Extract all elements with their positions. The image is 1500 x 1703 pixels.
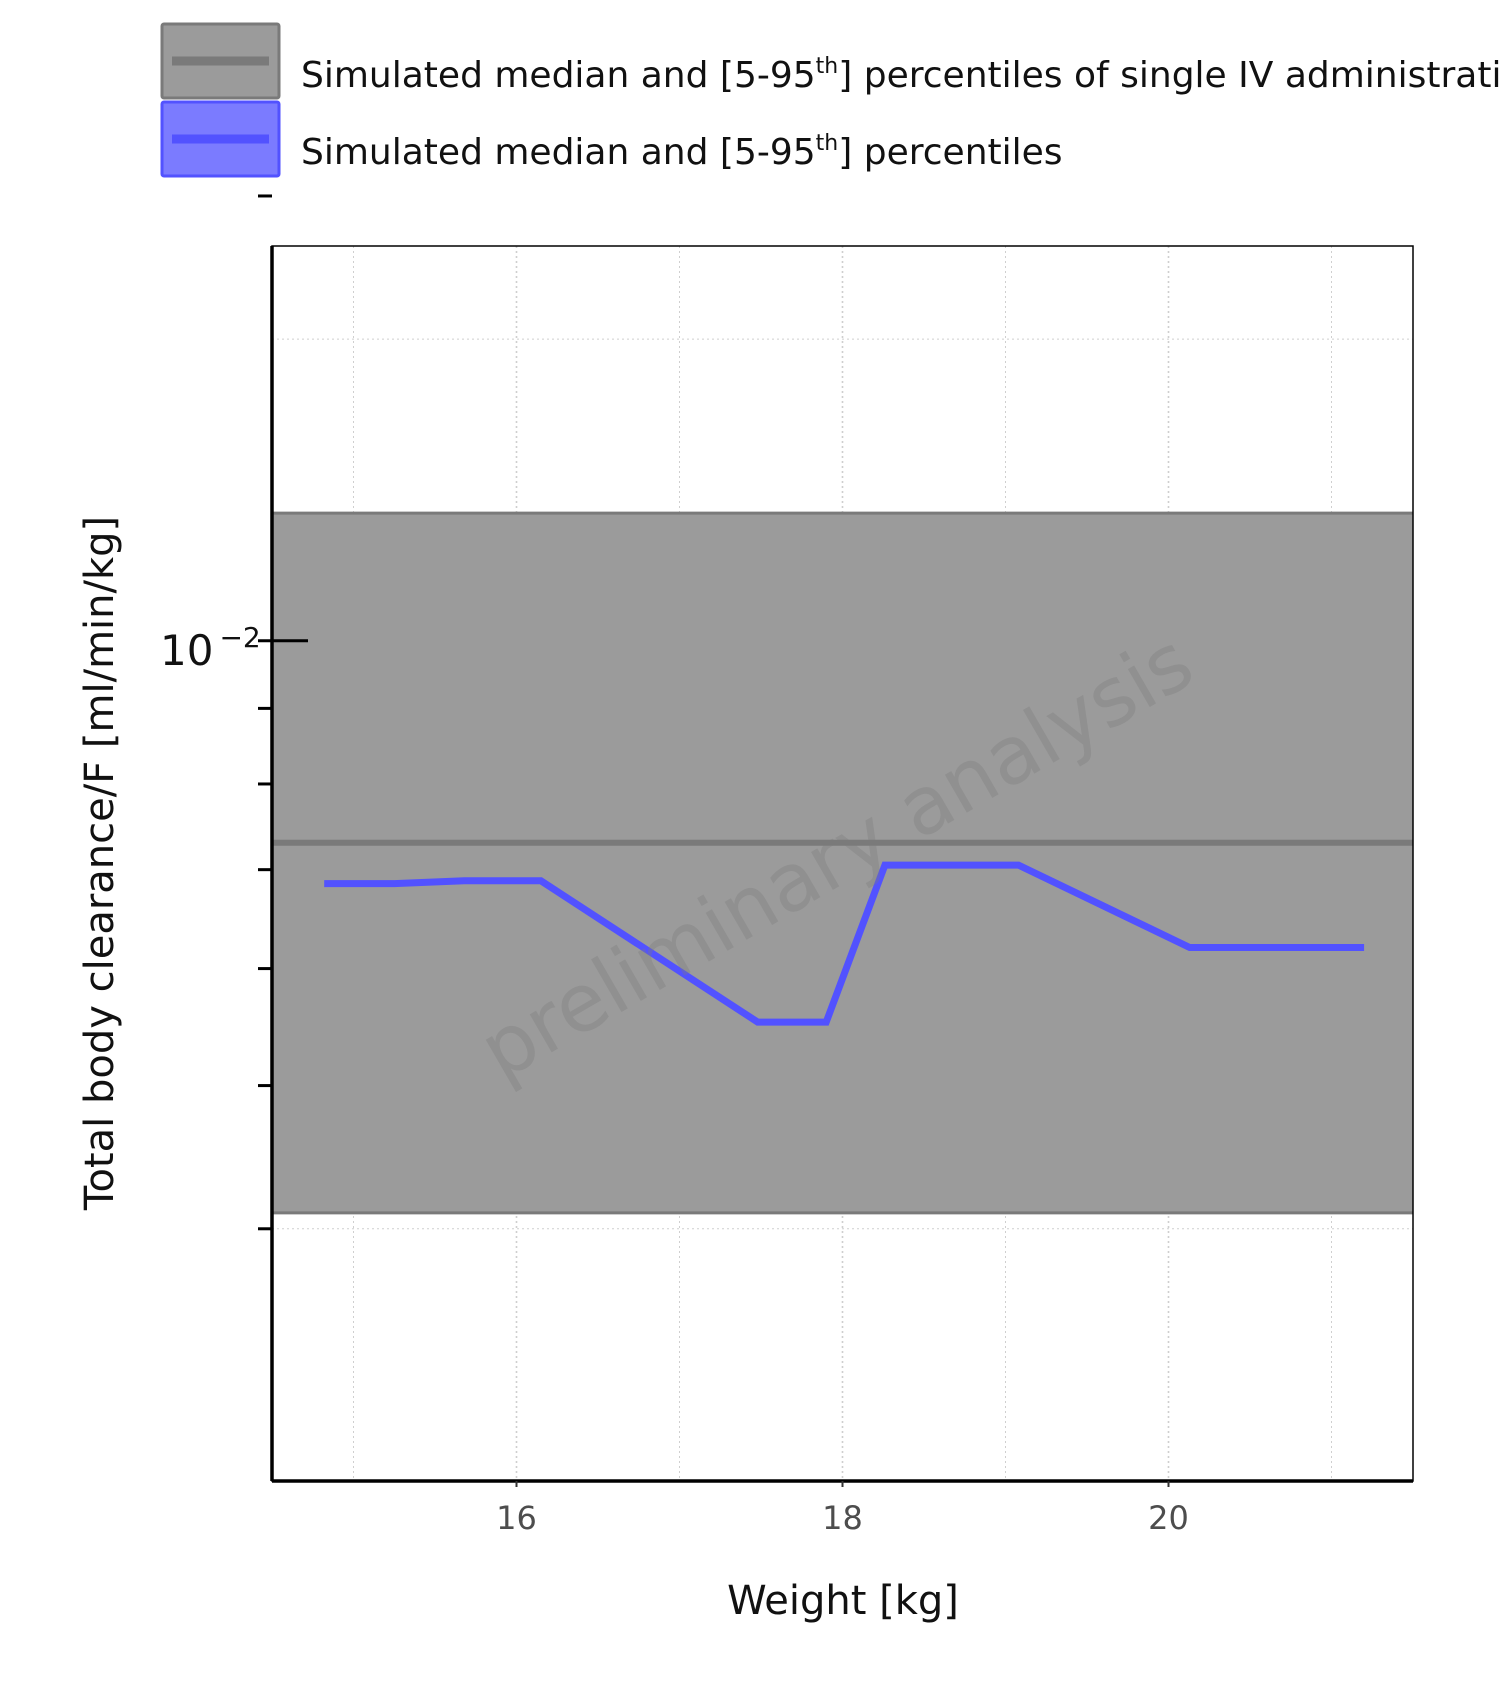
legend-item-iv: Simulated median and [5-95th] percentile…: [160, 22, 1500, 100]
x-tick-label: 18: [822, 1499, 863, 1537]
x-tick-label: 16: [496, 1499, 537, 1537]
sim-median-line: [324, 861, 1365, 1026]
x-tick-label: 20: [1148, 1499, 1189, 1537]
reference-band-layer: [272, 511, 1413, 1215]
legend-item-sim: Simulated median and [5-95th] percentile…: [160, 100, 1063, 178]
series-layer: [324, 861, 1365, 1026]
legend-label-iv: Simulated median and [5-95th] percentile…: [301, 54, 1500, 96]
x-axis-title: Weight [kg]: [727, 1578, 959, 1624]
axes: 16 18 20 10 −2: [160, 194, 1414, 1537]
y-tick-label: 10 −2: [160, 621, 261, 675]
iv-percentile-band: [272, 513, 1413, 1213]
y-axis-title: Total body clearance/F [ml/min/kg]: [77, 516, 123, 1211]
legend-label-sim: Simulated median and [5-95th] percentile…: [301, 131, 1063, 173]
legend: Simulated median and [5-95th] percentile…: [160, 22, 1500, 178]
